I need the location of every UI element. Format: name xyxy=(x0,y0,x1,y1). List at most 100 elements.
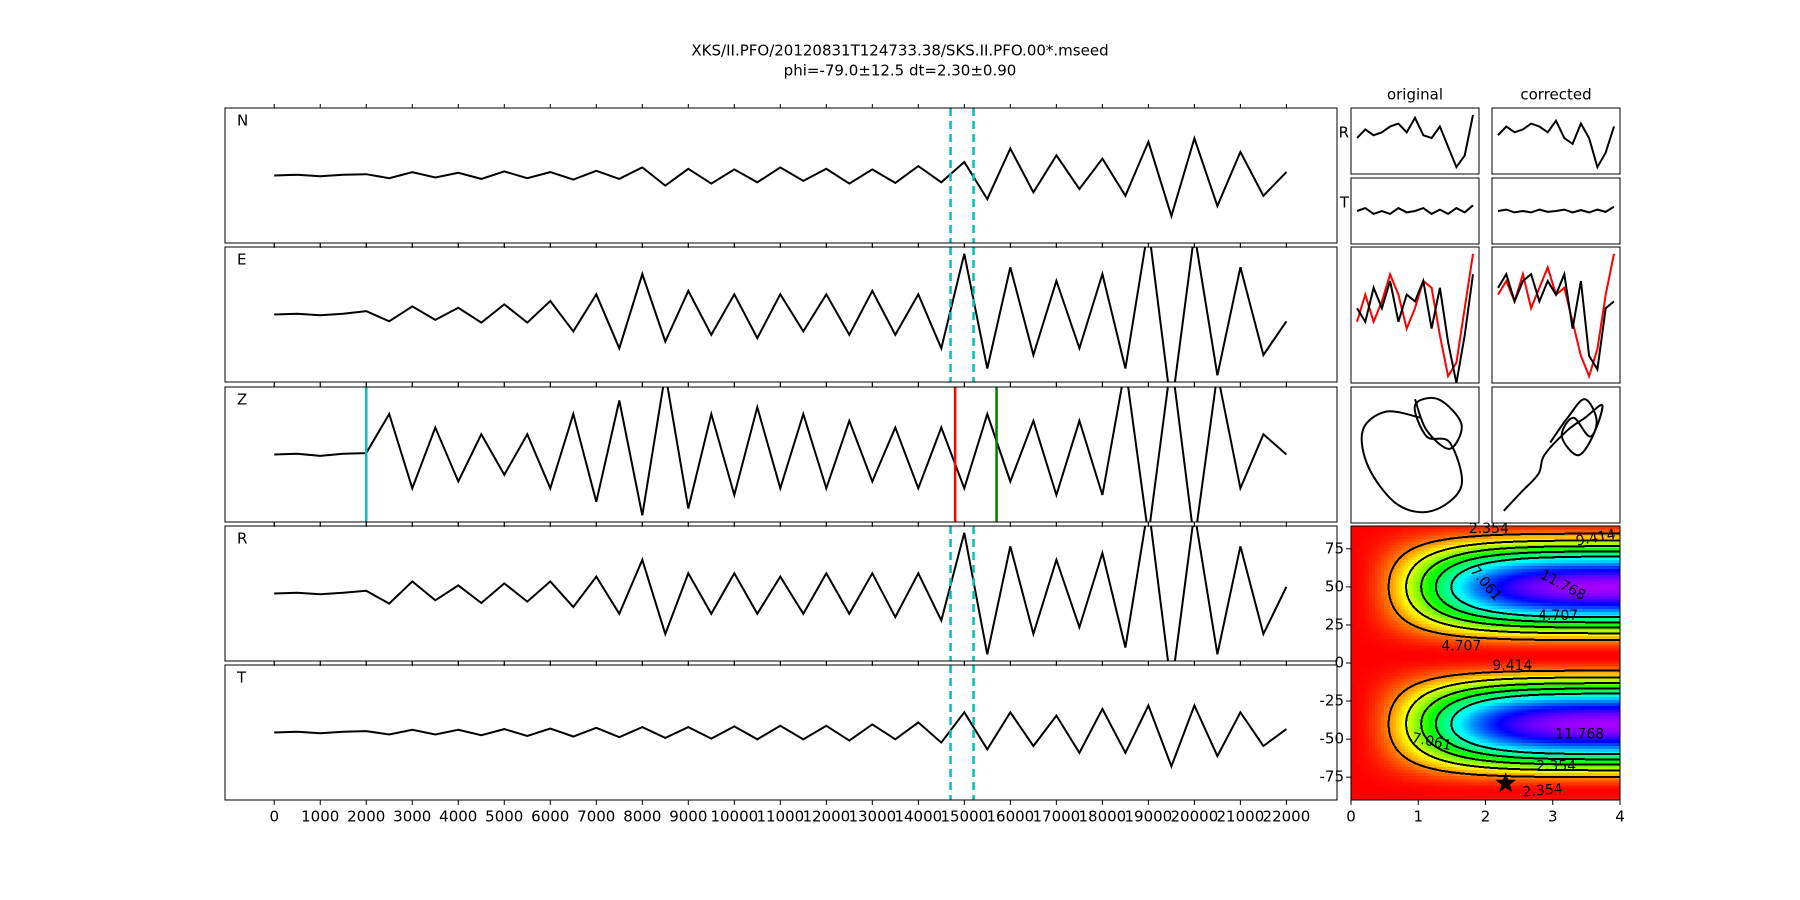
surface-cell xyxy=(1482,647,1487,652)
surface-cell xyxy=(1452,641,1457,646)
surface-cell xyxy=(1449,675,1454,679)
surface-cell xyxy=(1401,526,1406,530)
surface-cell xyxy=(1353,592,1358,597)
surface-cell xyxy=(1398,796,1403,800)
surface-cell xyxy=(1434,632,1439,637)
surface-cell xyxy=(1470,592,1475,597)
surface-cell xyxy=(1431,690,1436,695)
surface-cell xyxy=(1362,790,1367,795)
surface-cell xyxy=(1443,611,1448,615)
surface-cell xyxy=(1410,675,1415,679)
surface-cell xyxy=(1467,541,1472,545)
surface-cell xyxy=(1356,635,1361,640)
surface-cell xyxy=(1461,720,1466,725)
surface-cell xyxy=(1353,638,1358,643)
surface-cell xyxy=(1353,605,1358,609)
surface-cell xyxy=(1351,632,1355,637)
surface-cell xyxy=(1458,717,1463,722)
surface-cell xyxy=(1389,596,1394,600)
surface-cell xyxy=(1458,742,1463,746)
surface-cell xyxy=(1449,541,1454,545)
surface-cell xyxy=(1368,556,1373,561)
surface-cell xyxy=(1351,611,1355,615)
surface-cell xyxy=(1479,550,1484,554)
surface-cell xyxy=(1458,726,1463,731)
row-label: T xyxy=(1339,194,1350,212)
surface-cell xyxy=(1371,577,1376,582)
surface-cell xyxy=(1359,541,1364,545)
surface-cell xyxy=(1482,684,1487,688)
surface-cell xyxy=(1371,599,1376,603)
surface-cell xyxy=(1443,784,1448,789)
surface-cell xyxy=(1503,620,1508,625)
surface-cell xyxy=(1461,532,1466,536)
surface-cell xyxy=(1467,532,1472,536)
surface-cell xyxy=(1407,565,1412,570)
surface-cell xyxy=(1428,729,1433,734)
surface-cell xyxy=(1404,547,1409,551)
surface-cell xyxy=(1398,684,1403,688)
surface-cell xyxy=(1401,793,1406,798)
surface-cell xyxy=(1368,592,1373,597)
surface-cell xyxy=(1446,577,1451,582)
surface-cell xyxy=(1386,599,1391,603)
surface-cell xyxy=(1485,647,1490,652)
surface-cell xyxy=(1434,647,1439,652)
surface-cell xyxy=(1365,781,1370,786)
surface-cell xyxy=(1425,675,1430,679)
surface-cell xyxy=(1467,556,1472,561)
surface-cell xyxy=(1476,669,1481,673)
surface-cell xyxy=(1482,793,1487,798)
surface-cell xyxy=(1431,669,1436,673)
surface-cell xyxy=(1362,635,1367,640)
surface-cell xyxy=(1464,693,1469,698)
surface-cell xyxy=(1476,745,1481,749)
surface-cell xyxy=(1401,663,1406,667)
surface-cell xyxy=(1473,568,1478,573)
surface-cell xyxy=(1383,778,1388,783)
surface-cell xyxy=(1440,562,1445,567)
surface-cell xyxy=(1485,638,1490,643)
surface-cell xyxy=(1500,571,1505,576)
surface-cell xyxy=(1398,793,1403,798)
surface-cell xyxy=(1467,714,1472,719)
surface-cell xyxy=(1485,687,1490,691)
surface-cell xyxy=(1443,565,1448,570)
surface-cell xyxy=(1491,611,1496,615)
surface-cell xyxy=(1395,699,1400,704)
surface-cell xyxy=(1422,757,1427,762)
surface-cell xyxy=(1473,781,1478,786)
surface-cell xyxy=(1449,672,1454,676)
surface-cell xyxy=(1401,589,1406,594)
surface-cell xyxy=(1440,775,1445,780)
surface-cell xyxy=(1467,617,1472,621)
surface-cell xyxy=(1416,583,1421,588)
surface-cell xyxy=(1482,547,1487,551)
surface-cell xyxy=(1446,717,1451,722)
surface-cell xyxy=(1356,733,1361,737)
surface-cell xyxy=(1455,666,1460,670)
surface-cell xyxy=(1395,723,1400,728)
surface-cell xyxy=(1398,760,1403,765)
surface-cell xyxy=(1353,650,1358,655)
surface-cell xyxy=(1491,781,1496,786)
surface-cell xyxy=(1404,708,1409,713)
surface-cell xyxy=(1476,705,1481,710)
surface-cell xyxy=(1386,629,1391,634)
surface-cell xyxy=(1413,739,1418,743)
surface-cell xyxy=(1419,532,1424,536)
surface-cell xyxy=(1374,577,1379,582)
surface-cell xyxy=(1464,736,1469,740)
surface-cell xyxy=(1365,775,1370,780)
surface-cell xyxy=(1383,644,1388,649)
surface-cell xyxy=(1503,672,1508,676)
surface-cell xyxy=(1392,754,1397,758)
surface-cell xyxy=(1398,580,1403,585)
surface-cell xyxy=(1443,586,1448,591)
surface-cell xyxy=(1407,541,1412,545)
surface-cell xyxy=(1389,653,1394,658)
surface-cell xyxy=(1455,620,1460,625)
surface-cell xyxy=(1380,559,1385,564)
surface-cell xyxy=(1404,635,1409,640)
surface-cell xyxy=(1362,745,1367,749)
